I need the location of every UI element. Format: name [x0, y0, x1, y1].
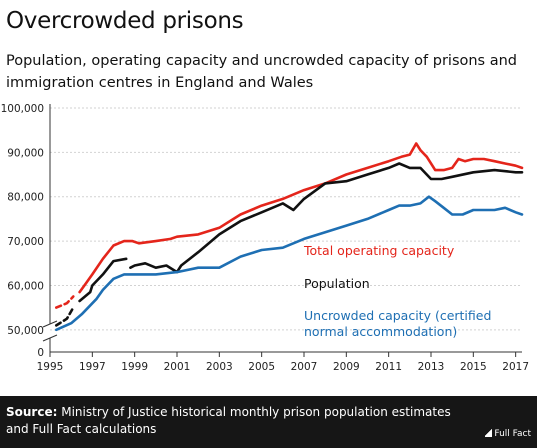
y-tick-label: 50,000 — [7, 325, 44, 337]
axis-break-mark — [42, 320, 58, 328]
footer: Source: Ministry of Justice historical m… — [0, 396, 537, 448]
legend-population: Population — [304, 276, 370, 291]
series-line-2-segment-3 — [129, 162, 524, 274]
source-note: Source: Ministry of Justice historical m… — [6, 404, 476, 438]
x-tick-label: 2007 — [291, 361, 318, 373]
logo-mark-icon — [485, 428, 493, 437]
line-chart: 50,000 60,000 70,000 80,000 90,000 100,000 0 19… — [1, 103, 529, 373]
y-tick-label-zero: 0 — [37, 347, 44, 359]
x-tick-label: 1995 — [37, 361, 64, 373]
x-tick-label: 1999 — [121, 361, 148, 373]
source-label: Source: — [6, 405, 58, 419]
y-tick-label: 70,000 — [7, 236, 44, 248]
axis-break-mark — [42, 334, 58, 342]
chart-title: Overcrowded prisons — [6, 8, 244, 34]
chart-subtitle: Population, operating capacity and uncro… — [6, 53, 517, 91]
x-tick-label: 2013 — [418, 361, 445, 373]
full-fact-logo: Full Fact — [485, 428, 531, 439]
x-tick-label: 2005 — [248, 361, 275, 373]
legend-population-line: Population — [304, 276, 370, 291]
y-tick-label: 80,000 — [7, 192, 44, 204]
legend-uncrowded-capacity-line: normal accommodation) — [304, 324, 457, 339]
legend-total-operating-capacity: Total operating capacity — [303, 243, 455, 258]
legend-uncrowded-capacity: Uncrowded capacity (certified normal acco… — [304, 308, 491, 339]
series-line-2-segment-2 — [78, 257, 128, 303]
logo-text: Full Fact — [494, 429, 531, 439]
x-tick-label: 2015 — [460, 361, 487, 373]
series-line-1-segment-1 — [55, 295, 75, 309]
x-tick-label: 1997 — [79, 361, 106, 373]
series-line-2-segment-1 — [55, 306, 75, 327]
legend-uncrowded-capacity-line: Uncrowded capacity (certified — [304, 308, 491, 323]
x-tick-label: 2001 — [164, 361, 191, 373]
x-tick-label: 2017 — [502, 361, 529, 373]
x-tick-label: 2009 — [333, 361, 360, 373]
x-tick-label: 2011 — [375, 361, 402, 373]
x-tick-label: 2003 — [206, 361, 233, 373]
series-line-3-segment-1 — [55, 195, 524, 332]
series-line-1-segment-2 — [78, 142, 524, 294]
y-tick-label: 90,000 — [7, 147, 44, 159]
source-text: Ministry of Justice historical monthly p… — [6, 405, 451, 436]
y-tick-label: 60,000 — [7, 280, 44, 292]
y-tick-label: 100,000 — [1, 103, 44, 115]
legend-total-operating-capacity-line: Total operating capacity — [303, 243, 455, 258]
